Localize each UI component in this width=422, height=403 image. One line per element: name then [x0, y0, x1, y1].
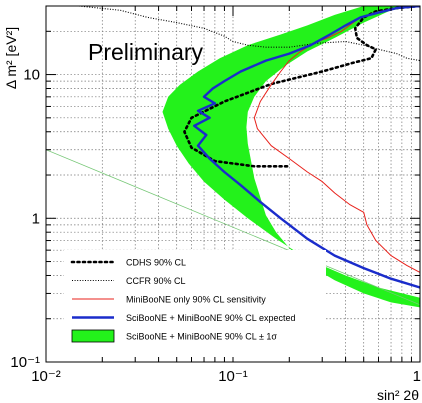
legend-label-cdhs: CDHS 90% CL — [126, 258, 186, 268]
legend-label-mb: MiniBooNE only 90% CL sensitivity — [126, 295, 266, 305]
band-1sigma — [162, 6, 420, 308]
legend-swatch-band — [71, 329, 115, 343]
series-sciboone-miniboone-line — [192, 6, 420, 289]
x-axis-label: sin² 2θ — [377, 387, 419, 403]
y-tick-label: 10⁻¹ — [10, 354, 40, 371]
preliminary-annotation: Preliminary — [88, 39, 204, 65]
legend-label-band: SciBooNE + MiniBooNE 90% CL ± 1σ — [126, 332, 277, 342]
diagonal-line — [46, 149, 420, 306]
legend-label-ccfr: CCFR 90% CL — [126, 276, 186, 286]
x-tick-label: 1 — [413, 368, 421, 385]
legend-label-sbmb: SciBooNE + MiniBooNE 90% CL expected — [126, 313, 296, 323]
x-tick-label: 10⁻¹ — [218, 368, 248, 385]
y-tick-label: 10 — [23, 67, 40, 84]
y-axis-label: Δ m² [eV²] — [3, 27, 19, 89]
x-tick-label: 10⁻² — [31, 368, 61, 385]
y-tick-label: 1 — [32, 210, 40, 227]
series-ccfr-line — [78, 6, 420, 62]
